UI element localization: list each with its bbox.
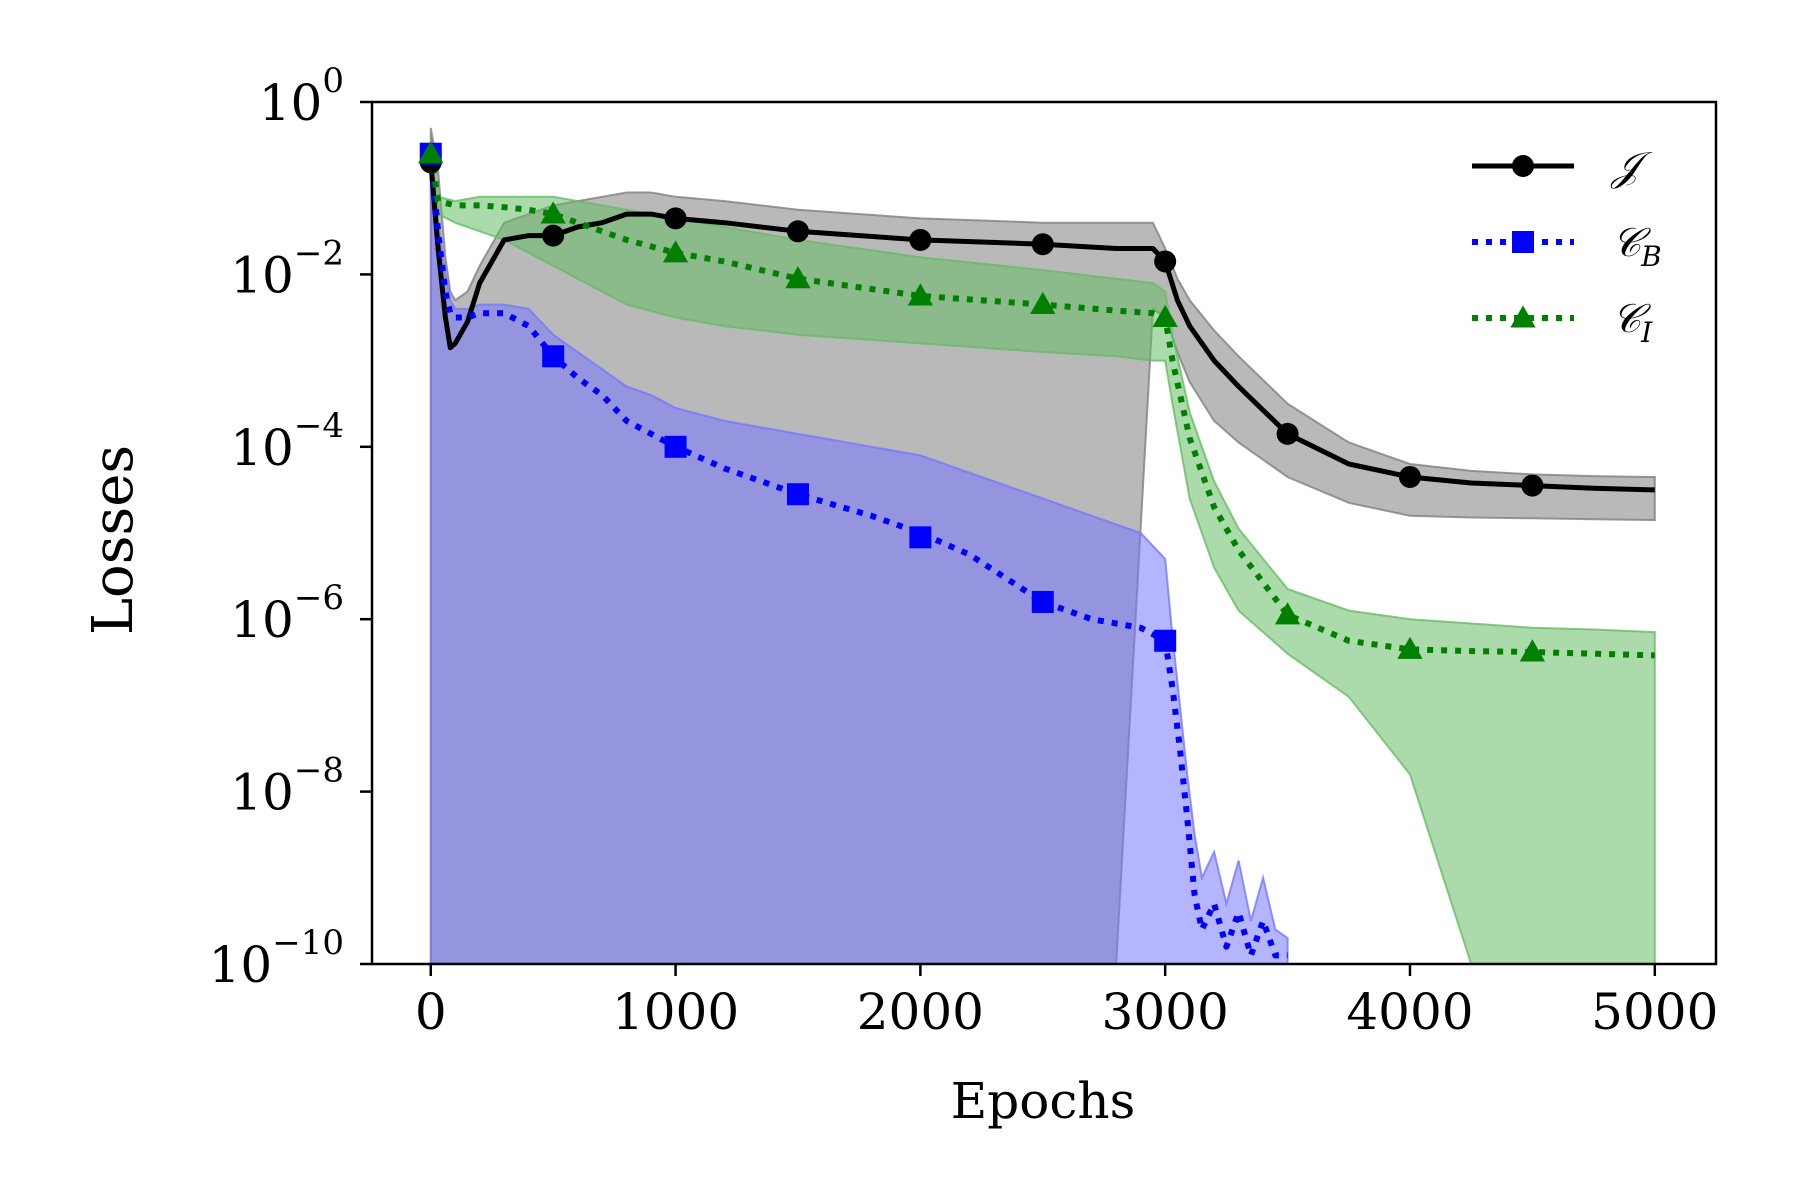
x-axis-title: Epochs [951,1072,1135,1130]
legend-label-main: 𝒥 [1610,144,1653,190]
marker-c-b [1154,629,1177,652]
y-tick-exponent: −10 [272,923,344,963]
legend-label-subscript: I [1640,316,1653,349]
y-tick-base: 10 [230,419,294,477]
marker-c-i [1030,291,1056,315]
marker-j [664,207,687,230]
marker-j [1031,233,1054,256]
y-tick-base: 10 [209,936,273,994]
legend-label-c-b: 𝒞B [1612,220,1662,273]
x-tick-label: 4000 [1346,983,1473,1041]
x-tick-label: 3000 [1102,983,1229,1041]
y-tick-text: 10−8 [230,751,344,822]
y-tick-label: 10−2 [230,233,344,304]
legend-label-j: 𝒥 [1610,144,1653,190]
plot-frame [370,100,1718,966]
y-tick-base: 10 [230,764,294,822]
y-tick-text: 10−4 [230,406,344,477]
y-tick-text: 10−10 [209,923,344,994]
marker-c-b [1031,590,1054,613]
x-axis-ticks: 0 1000 2000 3000 4000 5000 [415,964,1718,1041]
y-tick-exponent: −6 [294,578,344,618]
marker-c-b [786,483,809,506]
marker-j [786,220,809,243]
marker-c-i [1519,639,1546,662]
marker-c-b [664,435,687,458]
y-tick-text: 10−6 [230,578,344,649]
y-tick-label: 10−4 [230,406,344,477]
marker-c-i [418,141,444,164]
y-tick-exponent: −8 [294,751,344,791]
y-tick-label: 100 [259,61,344,132]
y-tick-exponent: 0 [322,61,344,101]
legend-label-subscript: B [1640,240,1662,273]
marker-j [542,224,565,247]
marker-c-i [1397,636,1423,659]
marker-c-i [1152,304,1178,327]
marker-c-b [909,526,932,549]
y-tick-text: 10−2 [230,233,344,304]
x-tick-label: 1000 [612,983,739,1041]
marker-c-b [542,345,565,368]
marker-j [1398,465,1421,488]
legend-marker-j [1512,155,1534,177]
x-tick-label: 0 [415,983,447,1041]
y-tick-label: 10−8 [230,751,344,822]
y-tick-label: 10−10 [209,923,344,994]
band-c-b [429,153,1289,964]
marker-c-i [1274,602,1301,625]
y-tick-base: 10 [230,591,294,649]
marker-j [1521,474,1544,497]
x-tick-label: 2000 [857,983,984,1041]
legend-marker-c-i [1510,305,1536,328]
legend: 𝒥 𝒞B 𝒞I [1472,144,1662,349]
series-line-c-i [427,153,1655,659]
y-axis-title: Losses [81,445,146,635]
marker-j [1154,250,1177,273]
y-tick-label: 10−6 [230,578,344,649]
marker-c-i [540,201,566,224]
marker-c-i [662,240,689,263]
y-tick-exponent: −4 [294,406,344,446]
y-tick-base: 10 [230,246,294,304]
legend-label-c-i: 𝒞I [1612,296,1653,349]
marker-c-i [907,283,934,306]
marker-j [909,228,932,251]
x-tick-label: 5000 [1591,983,1718,1041]
series-markers [418,141,1546,662]
marker-j [1276,422,1299,445]
marker-c-i [785,266,811,289]
y-tick-text: 100 [259,61,344,132]
legend-marker-c-b [1512,231,1534,253]
y-tick-exponent: −2 [294,233,344,273]
y-tick-base: 10 [259,74,323,132]
